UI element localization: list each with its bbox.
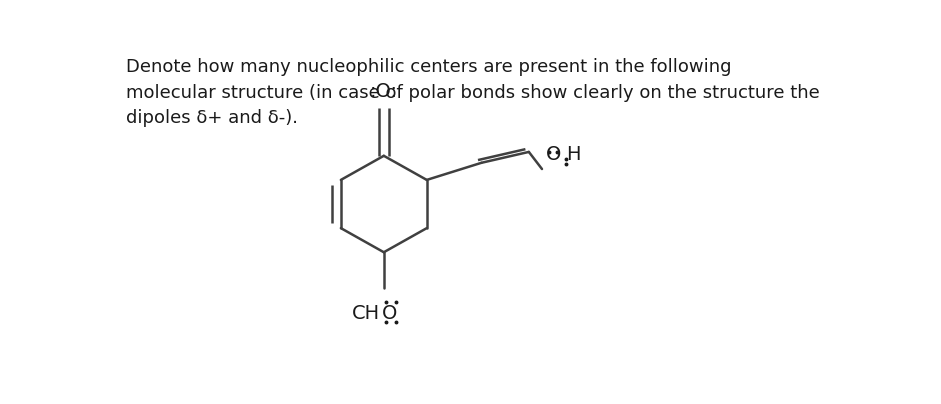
Text: Denote how many nucleophilic centers are present in the following
molecular stru: Denote how many nucleophilic centers are… [126, 58, 821, 127]
Text: :O:: :O: [370, 82, 398, 101]
Text: O: O [382, 303, 397, 322]
Text: H: H [566, 145, 581, 164]
Text: O: O [546, 145, 561, 164]
Text: CH: CH [352, 303, 380, 322]
